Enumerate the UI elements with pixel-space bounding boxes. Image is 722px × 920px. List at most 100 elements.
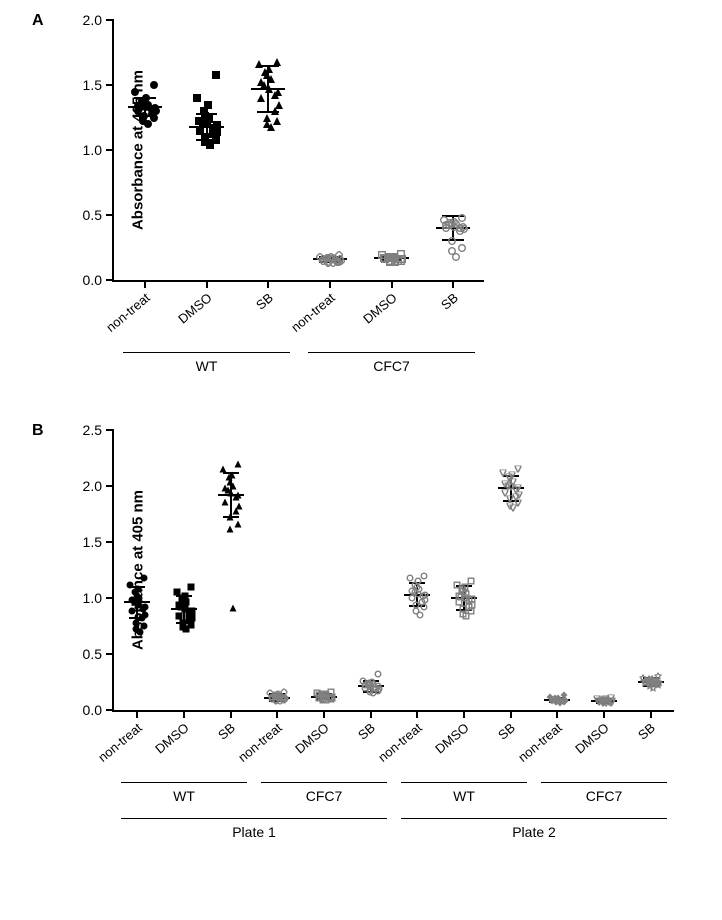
data-point [141, 574, 148, 581]
y-tick-label: 2.5 [83, 422, 102, 438]
x-tick-label: SB [438, 290, 461, 313]
x-tick [416, 710, 418, 718]
x-tick-label: non-treat [235, 720, 285, 765]
x-tick [452, 280, 454, 288]
x-tick-label: non-treat [375, 720, 425, 765]
data-point [556, 700, 563, 707]
group-label: CFC7 [586, 788, 623, 804]
data-point [650, 684, 657, 691]
x-tick-label: non-treat [103, 290, 153, 335]
x-tick-label: SB [635, 720, 658, 743]
y-tick [106, 149, 114, 151]
y-tick [106, 279, 114, 281]
x-tick [329, 280, 331, 288]
data-point [150, 81, 158, 89]
data-point [226, 525, 233, 532]
x-tick-label: SB [215, 720, 238, 743]
x-tick-label: SB [495, 720, 518, 743]
data-point [267, 123, 275, 131]
data-point [220, 466, 227, 473]
data-point [212, 71, 220, 79]
x-tick [556, 710, 558, 718]
x-tick [206, 280, 208, 288]
data-point [273, 58, 281, 66]
y-tick-label: 2.0 [83, 478, 102, 494]
data-point [206, 141, 214, 149]
data-point [232, 507, 239, 514]
y-tick [106, 597, 114, 599]
data-point [452, 253, 460, 261]
y-tick [106, 214, 114, 216]
y-tick [106, 19, 114, 21]
data-point [456, 227, 464, 235]
x-tick [230, 710, 232, 718]
x-tick-label: DMSO [432, 720, 472, 757]
group-line [123, 352, 290, 353]
group-label: CFC7 [373, 358, 410, 374]
data-point [129, 608, 136, 615]
group-line [401, 782, 527, 783]
data-point [448, 237, 456, 245]
group-line [121, 818, 387, 819]
x-tick [183, 710, 185, 718]
data-point [329, 259, 337, 267]
data-point [226, 514, 233, 521]
x-tick [276, 710, 278, 718]
data-point [234, 460, 241, 467]
x-tick [391, 280, 393, 288]
group-label: Plate 1 [232, 824, 276, 840]
panel-label: A [32, 12, 44, 30]
data-point [421, 603, 428, 610]
x-tick [463, 710, 465, 718]
data-point [370, 690, 377, 697]
y-tick [106, 429, 114, 431]
x-tick-label: DMSO [572, 720, 612, 757]
y-tick-label: 2.0 [83, 12, 102, 28]
data-point [139, 615, 146, 622]
data-point [234, 521, 241, 528]
y-tick [106, 653, 114, 655]
data-point [232, 494, 239, 501]
y-tick-label: 1.0 [83, 590, 102, 606]
data-point [463, 612, 470, 619]
panel-label: B [32, 422, 44, 440]
y-tick-label: 0.5 [83, 646, 102, 662]
x-tick [267, 280, 269, 288]
data-point [255, 60, 263, 68]
data-point [183, 626, 190, 633]
x-tick [510, 710, 512, 718]
x-tick-label: non-treat [288, 290, 338, 335]
x-tick [650, 710, 652, 718]
group-line [401, 818, 667, 819]
data-point [603, 700, 610, 707]
data-point [187, 583, 194, 590]
data-point [131, 88, 139, 96]
x-tick-label: non-treat [95, 720, 145, 765]
x-tick [370, 710, 372, 718]
data-point [416, 611, 423, 618]
x-tick-label: SB [253, 290, 276, 313]
y-tick-label: 0.0 [83, 272, 102, 288]
plot-area: 0.00.51.01.52.0Absorbance at 405 nmnon-t… [112, 20, 484, 282]
x-tick-label: DMSO [292, 720, 332, 757]
data-point [374, 671, 381, 678]
data-point [271, 91, 279, 99]
group-line [261, 782, 387, 783]
group-label: WT [173, 788, 195, 804]
y-tick [106, 485, 114, 487]
data-point [193, 94, 201, 102]
y-tick-label: 1.0 [83, 142, 102, 158]
y-tick-label: 0.5 [83, 207, 102, 223]
group-label: Plate 2 [512, 824, 556, 840]
y-tick [106, 709, 114, 711]
group-label: CFC7 [306, 788, 343, 804]
x-tick-label: SB [355, 720, 378, 743]
x-tick [603, 710, 605, 718]
group-label: WT [196, 358, 218, 374]
x-tick [144, 280, 146, 288]
data-point [323, 696, 330, 703]
group-line [308, 352, 475, 353]
data-point [230, 605, 237, 612]
data-point [271, 107, 279, 115]
data-point [276, 698, 283, 705]
